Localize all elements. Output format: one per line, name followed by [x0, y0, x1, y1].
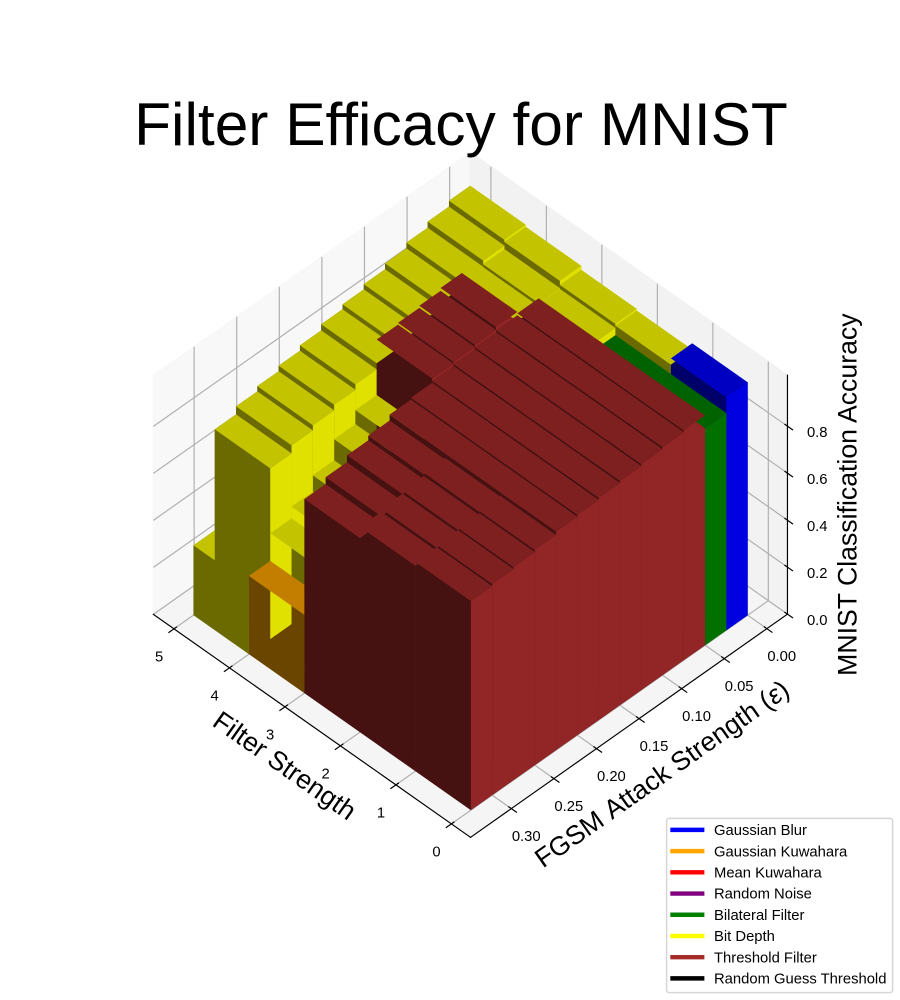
svg-text:0.30: 0.30	[512, 829, 541, 845]
svg-text:0.0: 0.0	[807, 613, 828, 629]
svg-text:Bilateral Filter: Bilateral Filter	[714, 908, 805, 924]
svg-text:Mean Kuwahara: Mean Kuwahara	[714, 866, 823, 882]
svg-text:0.15: 0.15	[640, 739, 669, 755]
svg-text:0: 0	[432, 844, 440, 860]
svg-text:0.25: 0.25	[554, 799, 583, 815]
svg-text:0.4: 0.4	[807, 519, 828, 535]
svg-text:0.20: 0.20	[597, 769, 626, 785]
svg-text:3: 3	[266, 727, 274, 743]
svg-text:1: 1	[377, 805, 385, 821]
svg-text:Gaussian Kuwahara: Gaussian Kuwahara	[714, 844, 848, 860]
svg-text:5: 5	[155, 649, 163, 665]
svg-text:Filter Efficacy for MNIST: Filter Efficacy for MNIST	[134, 90, 788, 158]
svg-text:4: 4	[210, 688, 218, 704]
svg-text:0.6: 0.6	[807, 472, 828, 488]
svg-text:Random Noise: Random Noise	[714, 887, 812, 903]
svg-text:Threshold Filter: Threshold Filter	[714, 950, 817, 966]
svg-text:0.00: 0.00	[767, 649, 796, 665]
svg-text:MNIST Classification Accuracy: MNIST Classification Accuracy	[832, 313, 862, 676]
svg-text:0.2: 0.2	[807, 566, 828, 582]
svg-text:Gaussian Blur: Gaussian Blur	[714, 823, 807, 839]
svg-text:Random Guess Threshold: Random Guess Threshold	[714, 972, 886, 988]
svg-text:2: 2	[321, 766, 329, 782]
svg-text:0.8: 0.8	[807, 425, 828, 441]
svg-text:0.10: 0.10	[682, 709, 711, 725]
svg-text:0.05: 0.05	[725, 679, 754, 695]
svg-text:Bit Depth: Bit Depth	[714, 929, 775, 945]
